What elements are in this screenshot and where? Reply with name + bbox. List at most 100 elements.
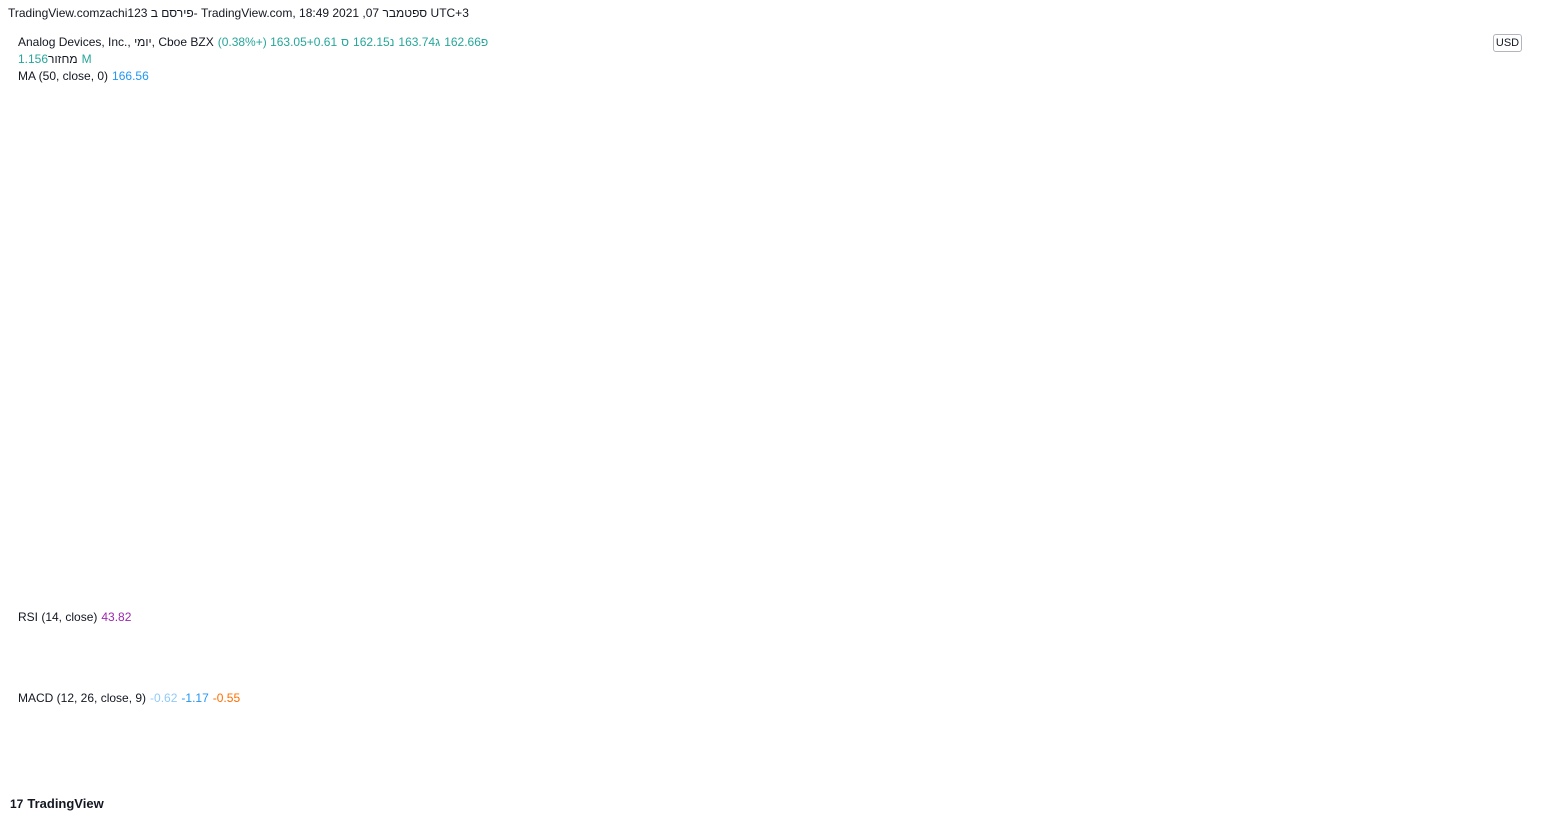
macd-histogram-bar [912, 701, 920, 731]
price-tick-label: 152.00 [1485, 348, 1519, 360]
volume-bar [405, 574, 413, 601]
volume-bar [578, 577, 586, 601]
macd-label[interactable]: MACD (12, 26, close, 9) [18, 691, 147, 705]
macd-histogram-bar [1023, 730, 1031, 732]
volume-bar [1097, 582, 1105, 601]
volume-bar [319, 592, 327, 601]
macd-histogram-bar [1344, 730, 1352, 734]
candle-body [1035, 208, 1043, 224]
countdown-label: 04:10:16 [1479, 277, 1523, 289]
macd-histogram-bar [900, 701, 907, 731]
macd-histogram-bar [356, 719, 364, 731]
macd-line-value: -1.17 [181, 691, 209, 705]
candle-body [60, 553, 67, 570]
candle-body [294, 394, 302, 401]
volume-bar [1060, 577, 1068, 601]
macd-histogram-bar [974, 730, 982, 738]
rsi-label[interactable]: RSI (14, close) [18, 610, 98, 624]
macd-histogram-bar [702, 721, 710, 731]
candle-body [1295, 242, 1303, 255]
volume-bar [121, 573, 129, 601]
macd-histogram-bar [1381, 730, 1389, 737]
volume-bar [1270, 577, 1278, 601]
macd-histogram-bar [1147, 728, 1154, 731]
macd-histogram-bar [1258, 728, 1266, 731]
volume-bar [517, 586, 524, 601]
volume-bar [1295, 546, 1303, 601]
ma-label[interactable]: MA (50, close, 0) [18, 69, 109, 83]
candle-body [270, 412, 277, 426]
macd-histogram-bar [467, 712, 475, 731]
price-tick-label: 164.00 [1485, 255, 1519, 267]
candle-body [850, 388, 858, 390]
volume-bar [134, 580, 141, 601]
volume-bar [529, 570, 537, 601]
macd-histogram-bar [109, 713, 117, 731]
rsi-tick-label: 50.00 [1484, 640, 1512, 652]
channel-midline [399, 201, 1402, 389]
macd-histogram-bar [998, 730, 1006, 739]
candle-body [492, 275, 500, 285]
macd-tick-label: 0.00 [1485, 726, 1506, 738]
macd-histogram-bar [1097, 730, 1105, 750]
macd-histogram-bar [1307, 730, 1315, 744]
volume-bar [1283, 589, 1290, 601]
open-value: פ162.66 [444, 35, 489, 49]
volume-bar [1159, 591, 1167, 601]
macd-histogram-bar [1048, 724, 1056, 731]
candle-body [232, 404, 240, 421]
volume-bar [245, 569, 253, 601]
macd-histogram-bar [208, 730, 216, 737]
earnings-event-letter: E [1309, 585, 1316, 596]
candle-body [1196, 246, 1204, 259]
volume-bar [1208, 585, 1216, 601]
candle-body [72, 551, 80, 556]
macd-histogram-bar [788, 730, 796, 747]
volume-bar [195, 550, 203, 601]
candle-body [949, 243, 957, 255]
earnings-event-icon [913, 580, 930, 598]
volume-bar [1369, 592, 1377, 601]
macd-histogram-bar [1357, 730, 1364, 739]
volume-bar [220, 573, 228, 601]
tradingview-mark-icon: 17 [10, 797, 24, 811]
candle-body [1184, 262, 1192, 264]
candle-body [1233, 205, 1241, 209]
earnings-event-letter: E [527, 585, 534, 596]
macd-histogram-bar [257, 730, 265, 732]
volume-bar [97, 579, 104, 601]
volume-bar [331, 578, 339, 601]
volume-bar [1184, 567, 1192, 601]
symbol-legend: Analog Devices, Inc., יומי, Cboe BZX פ162… [18, 35, 492, 49]
tradingview-logo[interactable]: 17 TradingView [10, 796, 104, 811]
volume-bar [1134, 590, 1142, 601]
resistance-trendline [399, 132, 1402, 319]
macd-histogram-bar [282, 730, 290, 733]
macd-histogram-bar [838, 730, 846, 747]
candle-body [1208, 236, 1216, 246]
candle-body [961, 237, 969, 247]
candle-body [1369, 257, 1377, 263]
candle-body [937, 249, 944, 251]
volume-bar [60, 581, 67, 601]
volume-bar [961, 592, 969, 601]
macd-histogram-bar [1332, 727, 1340, 731]
price-tick-label: 148.00 [1485, 379, 1519, 391]
currency-badge[interactable]: USD [1493, 34, 1522, 52]
volume-bar [566, 589, 574, 601]
volume-bar [912, 578, 920, 601]
candle-body [405, 327, 413, 377]
macd-histogram-bar [492, 711, 500, 731]
macd-histogram-bar [1110, 730, 1117, 746]
macd-histogram-bar [566, 730, 574, 746]
macd-histogram-bar [1011, 730, 1019, 740]
macd-histogram-bar [603, 713, 611, 731]
candle-body [430, 353, 438, 366]
symbol-name[interactable]: Analog Devices, Inc., יומי, Cboe BZX [18, 35, 214, 49]
candle-body [504, 281, 512, 306]
volume-bar [1221, 590, 1229, 601]
macd-histogram-bar [751, 730, 759, 752]
volume-label[interactable]: מחזור [48, 52, 78, 66]
candle-body [393, 281, 401, 326]
macd-histogram-bar [517, 722, 524, 731]
